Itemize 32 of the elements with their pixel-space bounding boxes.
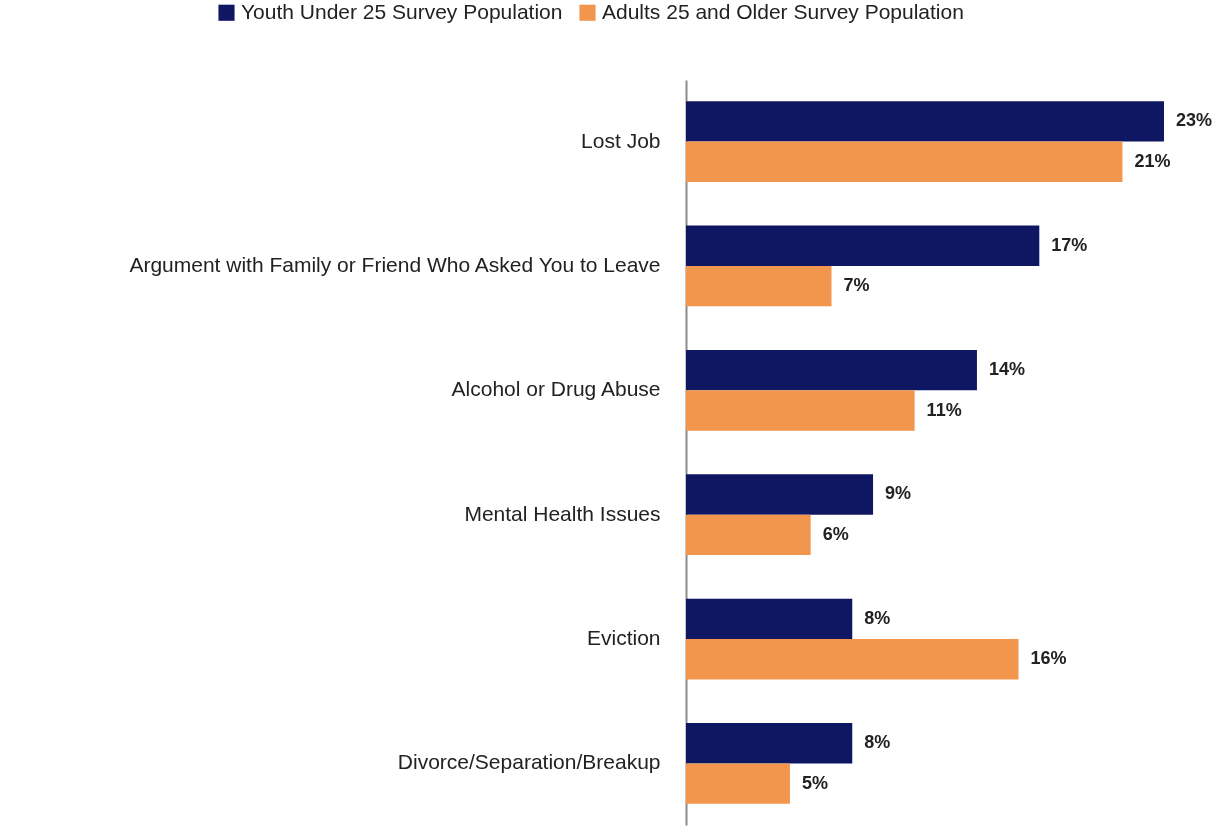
data-label: 9% — [885, 483, 912, 504]
data-label: 21% — [1134, 150, 1171, 171]
data-label: 8% — [864, 732, 891, 753]
data-label: 11% — [926, 399, 962, 420]
bar — [686, 514, 811, 556]
bar — [686, 639, 1019, 680]
y-tick-label: Argument with Family or Friend Who Asked You to Leave — [129, 252, 661, 276]
y-tick-label: Lost Job — [581, 128, 661, 152]
bar — [686, 390, 915, 431]
data-label: 5% — [801, 772, 828, 793]
y-tick-label: Divorce/Separation/Breakup — [397, 750, 661, 774]
data-label: 23% — [1176, 110, 1213, 131]
bar — [686, 474, 874, 515]
bar — [686, 598, 853, 640]
bar — [686, 723, 853, 764]
data-label: 6% — [822, 523, 849, 544]
y-tick-label: Eviction — [586, 626, 661, 650]
bar — [686, 141, 1123, 182]
bar — [686, 225, 1040, 266]
data-label: 14% — [988, 359, 1025, 380]
bar — [686, 763, 790, 804]
y-tick-label: Mental Health Issues — [464, 501, 661, 525]
y-tick-label: Alcohol or Drug Abuse — [451, 377, 661, 401]
data-label: 17% — [1051, 234, 1088, 255]
data-label: 8% — [864, 607, 891, 628]
bar — [686, 101, 1164, 142]
data-label: 7% — [843, 275, 870, 296]
legend-label: Adults 25 and Older Survey Population — [602, 0, 964, 23]
legend-label: Youth Under 25 Survey Population — [241, 0, 563, 23]
bar — [686, 349, 977, 391]
bar — [686, 265, 832, 307]
data-label: 16% — [1030, 648, 1067, 669]
